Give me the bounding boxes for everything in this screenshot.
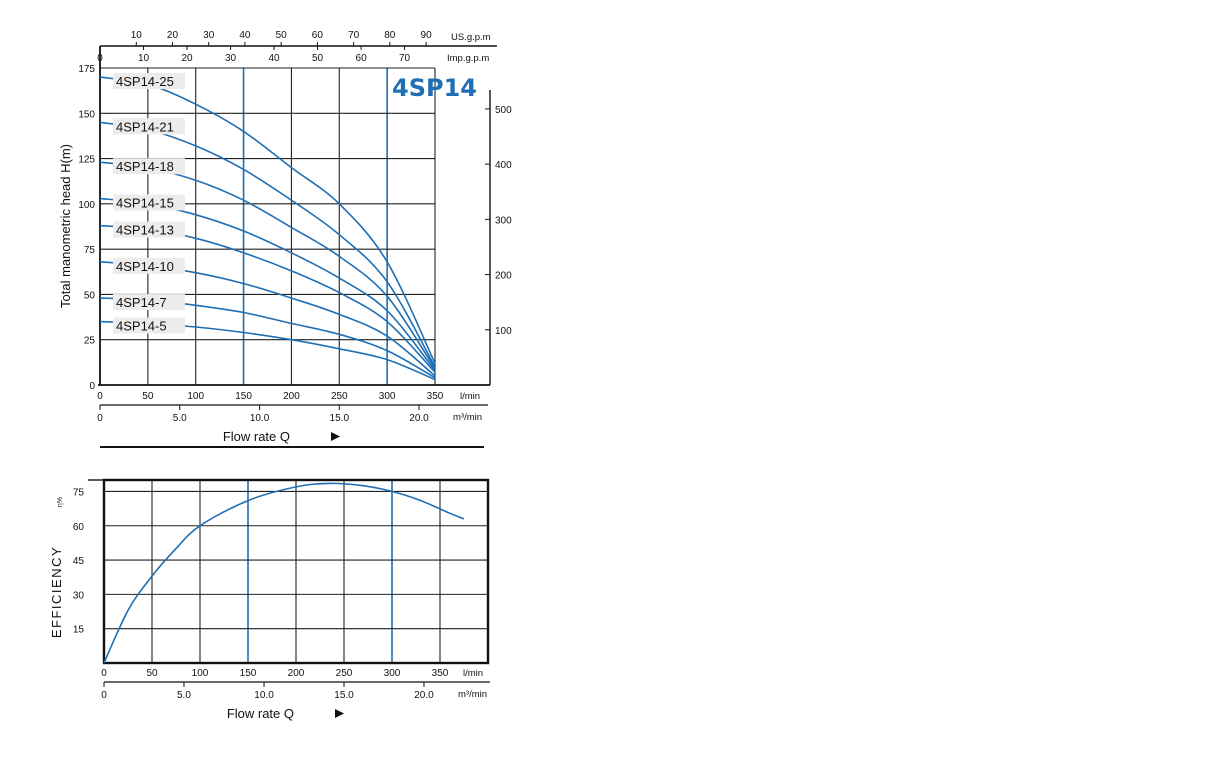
secondary-x-tick-label: 15.0 — [334, 690, 354, 701]
secondary-x-tick-label: 0 — [97, 413, 103, 424]
y-tick-label: 30 — [73, 590, 85, 601]
secondary-x-unit-label: m³/min — [453, 412, 482, 423]
y-tick-label: 0 — [89, 381, 95, 392]
y-tick-label: 45 — [73, 556, 85, 567]
curve-label-background — [113, 294, 185, 311]
x-tick-label: 250 — [336, 668, 353, 679]
x-axis-title: Flow rate Q — [223, 429, 290, 444]
imp-gpm-tick-label: 10 — [138, 53, 150, 64]
right-axis-tick-label: 400 — [495, 160, 512, 171]
x-tick-label: 100 — [187, 391, 204, 402]
curve-label-background — [113, 221, 185, 238]
secondary-x-tick-label: 15.0 — [330, 413, 350, 424]
right-axis-tick-label: 100 — [495, 326, 512, 337]
curve-label-background — [113, 317, 185, 334]
x-unit-label: l/min — [463, 668, 483, 679]
imp-gpm-tick-label: 40 — [268, 53, 280, 64]
curve-label: 4SP14-10 — [116, 259, 174, 274]
secondary-x-tick-label: 20.0 — [409, 413, 429, 424]
imp-gpm-tick-label: 60 — [356, 53, 368, 64]
efficiency-curve — [103, 482, 465, 664]
curve-label-background — [113, 257, 185, 274]
y-tick-label: 175 — [78, 64, 95, 75]
imp-gpm-tick-label: 30 — [225, 53, 237, 64]
secondary-x-tick-label: 5.0 — [173, 413, 187, 424]
plot-frame — [102, 478, 490, 665]
curve-label: 4SP14-13 — [116, 223, 174, 238]
imp-gpm-tick-label: 50 — [312, 53, 324, 64]
secondary-x-tick-label: 10.0 — [254, 690, 274, 701]
x-tick-label: 0 — [97, 391, 103, 402]
y-unit-label: η% — [57, 497, 64, 507]
y-tick-label: 60 — [73, 522, 85, 533]
x-tick-label: 150 — [235, 391, 252, 402]
x-axis-title: Flow rate Q — [227, 706, 294, 721]
right-axis-tick-label: 300 — [495, 215, 512, 226]
y-tick-label: 100 — [78, 200, 95, 211]
imp-gpm-tick-label: 0 — [97, 53, 103, 64]
y-axis-title: EFFICIENCY — [49, 546, 64, 638]
imp-gpm-unit-label: Imp.g.p.m — [447, 53, 489, 64]
right-axis-tick-label: 500 — [495, 105, 512, 116]
us-gpm-tick-label: 30 — [203, 30, 215, 41]
y-tick-label: 75 — [73, 487, 85, 498]
us-gpm-tick-label: 40 — [239, 30, 251, 41]
arrow-icon — [331, 432, 340, 441]
y-tick-label: 25 — [84, 336, 96, 347]
arrow-icon — [335, 709, 344, 718]
us-gpm-tick-label: 50 — [276, 30, 288, 41]
curve-label: 4SP14-21 — [116, 119, 174, 134]
y-tick-label: 125 — [78, 155, 95, 166]
us-gpm-tick-label: 10 — [131, 30, 143, 41]
x-tick-label: 300 — [379, 391, 396, 402]
secondary-x-tick-label: 20.0 — [414, 690, 434, 701]
curve-label: 4SP14-25 — [116, 74, 174, 89]
curve-label-background — [113, 118, 185, 135]
y-axis-title: Total manometric head H(m) — [58, 144, 73, 308]
right-axis-tick-label: 200 — [495, 271, 512, 282]
x-tick-label: 350 — [427, 391, 444, 402]
secondary-x-tick-label: 10.0 — [250, 413, 270, 424]
y-tick-label: 150 — [78, 109, 95, 120]
x-tick-label: 250 — [331, 391, 348, 402]
y-tick-label: 50 — [84, 290, 96, 301]
y-tick-label: 75 — [84, 245, 96, 256]
curve-label: 4SP14-18 — [116, 159, 174, 174]
x-unit-label: l/min — [460, 391, 480, 402]
x-tick-label: 0 — [101, 668, 107, 679]
imp-gpm-tick-label: 70 — [399, 53, 411, 64]
us-gpm-unit-label: US.g.p.m — [451, 32, 491, 43]
chart-title: 4SP14 — [392, 74, 477, 102]
us-gpm-tick-label: 60 — [312, 30, 324, 41]
us-gpm-tick-label: 20 — [167, 30, 179, 41]
secondary-x-unit-label: m³/min — [458, 689, 487, 700]
x-tick-label: 150 — [240, 668, 257, 679]
imp-gpm-tick-label: 20 — [181, 53, 193, 64]
x-tick-label: 100 — [192, 668, 209, 679]
x-tick-label: 300 — [384, 668, 401, 679]
secondary-x-tick-label: 0 — [101, 690, 107, 701]
curve-label-background — [113, 73, 185, 90]
curve-label: 4SP14-5 — [116, 319, 167, 334]
x-tick-label: 350 — [432, 668, 449, 679]
x-tick-label: 50 — [146, 668, 158, 679]
x-tick-label: 200 — [288, 668, 305, 679]
x-tick-label: 50 — [142, 391, 154, 402]
curve-label: 4SP14-15 — [116, 195, 174, 210]
secondary-x-tick-label: 5.0 — [177, 690, 191, 701]
us-gpm-tick-label: 80 — [384, 30, 396, 41]
us-gpm-tick-label: 90 — [421, 30, 433, 41]
curve-label-background — [113, 158, 185, 175]
us-gpm-tick-label: 70 — [348, 30, 360, 41]
x-tick-label: 200 — [283, 391, 300, 402]
curve-label: 4SP14-7 — [116, 295, 167, 310]
curve-label-background — [113, 194, 185, 211]
y-tick-label: 15 — [73, 625, 85, 636]
efficiency-chart: 15 30 45 60 75 0 50 100 150 200 250 300 350 l/min 0 5.0… — [49, 478, 490, 721]
